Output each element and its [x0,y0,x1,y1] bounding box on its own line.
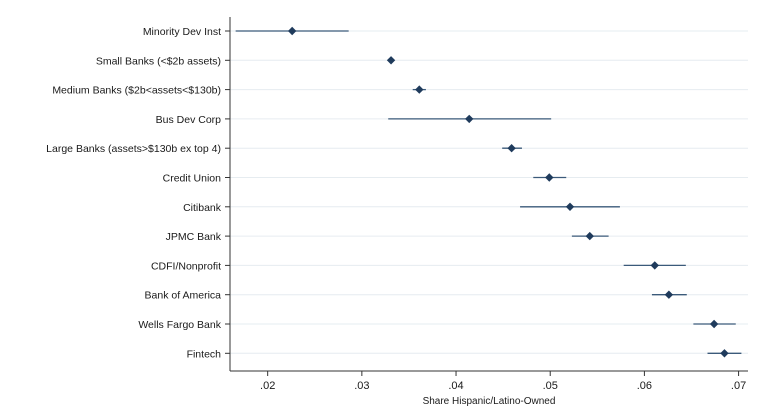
category-label: Minority Dev Inst [143,26,221,38]
point-estimate-marker [585,231,594,241]
category-label: Citibank [183,202,222,214]
x-tick-label: .03 [354,380,369,392]
category-label: JPMC Bank [166,231,222,243]
category-labels: Minority Dev Inst Small Banks (<$2b asset… [46,26,222,360]
category-label: CDFI/Nonprofit [151,260,221,272]
point-estimate-marker [709,319,719,329]
category-label: Fintech [187,348,222,360]
point-estimate-marker [415,85,424,94]
point-estimate-marker [565,202,575,211]
axes: .02 .03 .04 .05 .06 .07 [225,17,748,392]
point-estimate-marker [386,56,396,65]
x-axis-title: Share Hispanic/Latino-Owned [423,396,556,407]
category-label: Wells Fargo Bank [138,319,221,331]
x-tick-label: .07 [731,380,746,392]
category-label: Credit Union [163,173,222,185]
point-estimate-marker [650,261,659,270]
point-estimate-marker [664,290,674,299]
point-estimate-marker [287,26,297,36]
x-tick-label: .02 [260,380,275,392]
point-estimate-marker [507,144,516,153]
category-label: Small Banks (<$2b assets) [96,55,221,67]
category-label: Bus Dev Corp [156,114,222,126]
point-estimate-marker [545,173,554,182]
category-label: Large Banks (assets>$130b ex top 4) [46,143,221,155]
x-tick-label: .05 [543,380,558,392]
category-label: Medium Banks ($2b<assets<$130b) [52,85,221,97]
point-estimate-marker [720,349,729,358]
x-tick-label: .04 [448,380,463,392]
category-label: Bank of America [145,290,222,302]
point-estimate-marker [465,114,474,124]
data-marks [235,26,742,358]
x-tick-label: .06 [637,380,652,392]
